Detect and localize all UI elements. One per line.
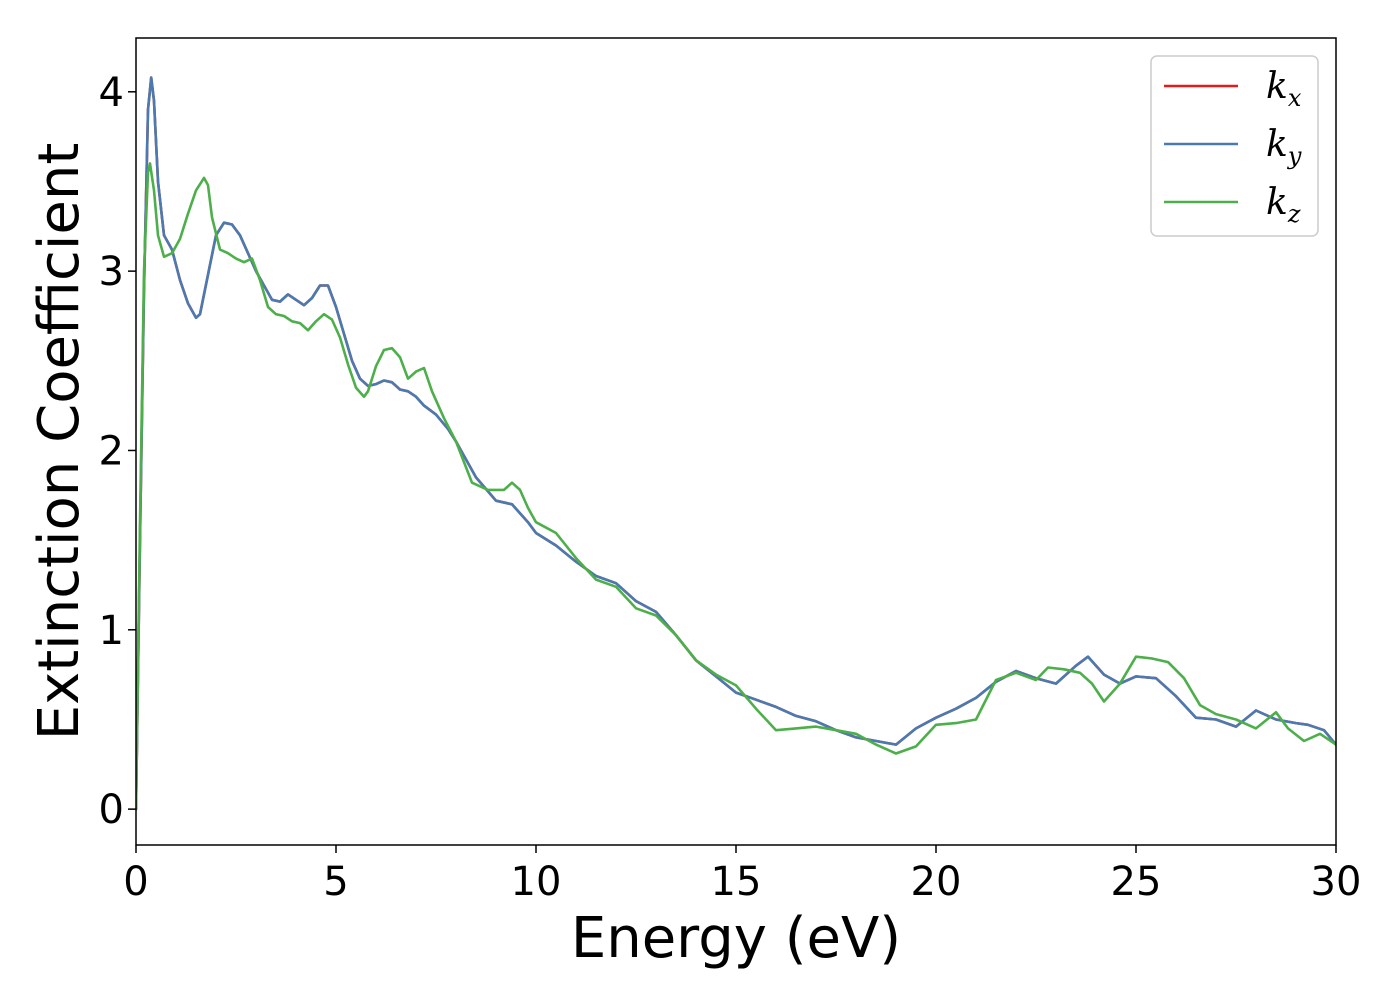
y-tick-label: 3 bbox=[99, 249, 124, 295]
x-tick-label: 5 bbox=[323, 859, 348, 905]
x-axis-label: Energy (eV) bbox=[571, 906, 901, 971]
plot-lines bbox=[136, 76, 1336, 811]
legend-label-x: kx bbox=[1266, 66, 1302, 112]
legend-box bbox=[1150, 55, 1319, 237]
x-tick-label: 10 bbox=[511, 859, 562, 905]
y-tick-label: 0 bbox=[99, 787, 124, 833]
legend-label-z: kz bbox=[1266, 182, 1301, 228]
x-tick-label: 20 bbox=[911, 859, 962, 905]
y-tick-label: 1 bbox=[99, 608, 124, 654]
series-line-y bbox=[136, 76, 1336, 811]
y-axis-ticks: 0 1 2 3 4 bbox=[99, 70, 136, 833]
x-tick-label: 15 bbox=[711, 859, 762, 905]
x-tick-label: 30 bbox=[1311, 859, 1362, 905]
y-tick-label: 2 bbox=[99, 428, 124, 474]
legend-label-y: ky bbox=[1266, 124, 1302, 170]
legend: kx ky kz bbox=[1150, 55, 1319, 237]
y-tick-label: 4 bbox=[99, 70, 124, 116]
series-line-z bbox=[136, 162, 1336, 811]
x-tick-label: 25 bbox=[1111, 859, 1162, 905]
y-axis-label: Extinction Coefficient bbox=[27, 143, 92, 741]
x-tick-label: 0 bbox=[123, 859, 148, 905]
x-axis-ticks: 0 5 10 15 20 25 30 bbox=[123, 845, 1361, 905]
